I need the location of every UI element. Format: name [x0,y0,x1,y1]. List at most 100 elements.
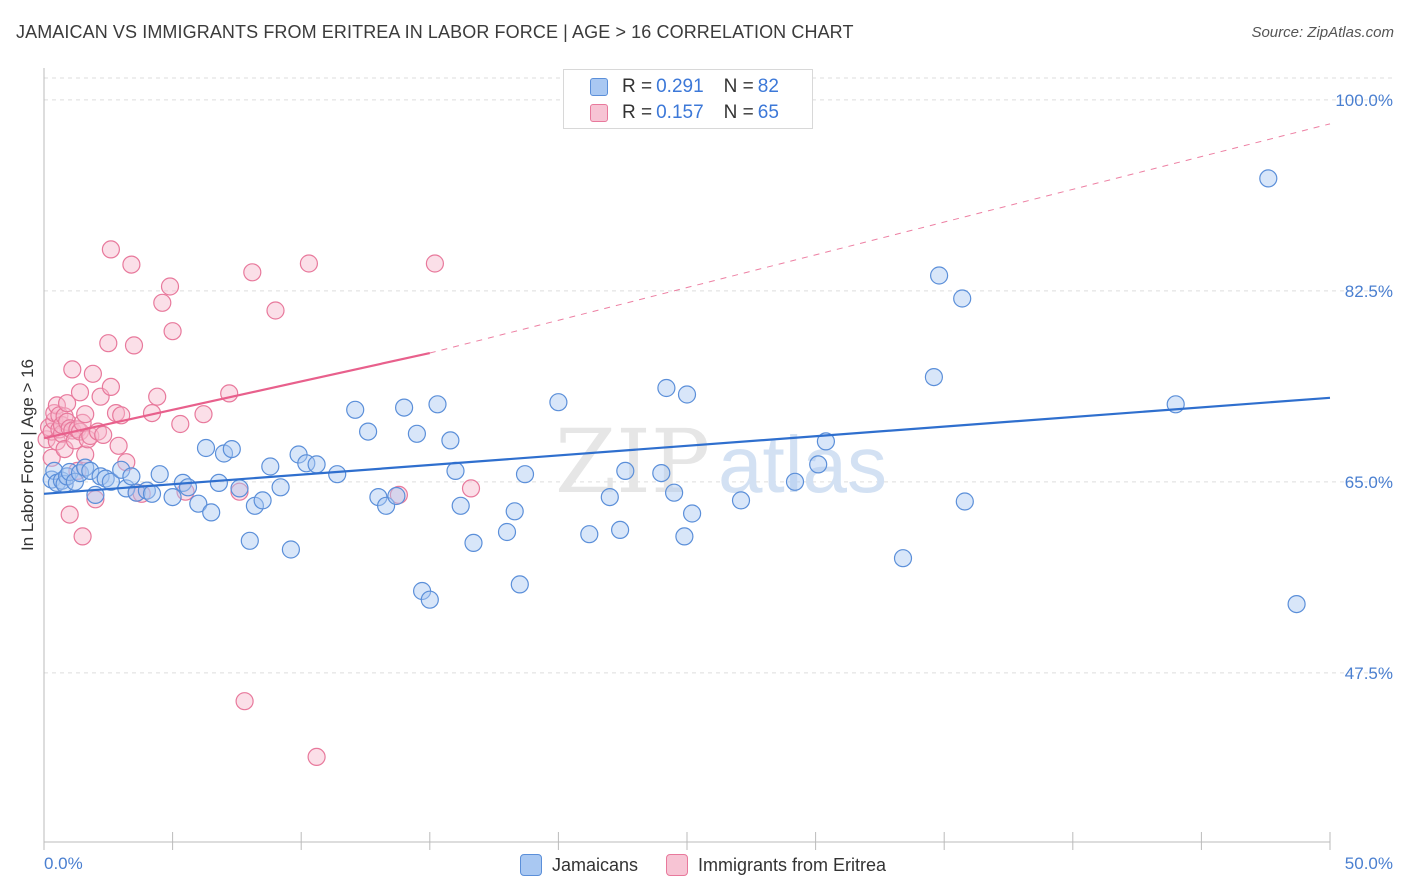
eritrea-point [101,240,121,259]
jamaican-point [785,472,805,491]
watermark-zip: ZIP [555,410,710,513]
jamaican-point [446,461,465,480]
eritrea-point [109,436,128,455]
jamaican-point [464,533,483,553]
eritrea-point [63,360,82,379]
jamaican-point [271,478,290,497]
r-value: 0.157 [656,102,704,123]
eritrea-point [153,293,172,312]
eritrea-point [73,527,92,546]
legend-label: Jamaicans [551,854,638,875]
jamaican-point [955,492,974,511]
jamaican-point [953,289,972,308]
jamaican-point [731,491,751,510]
jamaican-point [281,540,300,559]
jamaican-point [809,455,828,474]
tick-labels: 47.5% 65.0% 82.5% 100.0% 0.0% 50.0% [44,91,1393,873]
jamaican-point [664,483,684,502]
jamaican-point [428,395,447,414]
jamaican-point [65,472,85,491]
jamaican-point [652,464,671,483]
jamaican-point [515,465,535,484]
jamaican-point [816,432,836,451]
jamaican-point [451,496,470,515]
legend-item-eritrea[interactable]: Immigrants from Eritrea [666,854,886,876]
r-label: R = [622,102,653,123]
jamaican-point [209,473,228,492]
jamaican-point [76,458,95,477]
eritrea-point [148,387,167,406]
eritrea-point [94,425,113,444]
jamaican-point [163,488,182,507]
jamaican-point [261,457,280,476]
eritrea-point [194,405,213,424]
eritrea-point [101,377,121,396]
jamaican-point [189,494,208,513]
jamaican-point [675,527,694,546]
eritrea-point [99,334,118,353]
grid-lines [44,77,1392,674]
eritrea-point [76,405,95,424]
jamaican-point [150,465,169,484]
jamaican-point [196,438,216,458]
y-tick-label: 100.0% [1335,91,1393,110]
jamaican-point [112,460,131,479]
source-credit: Source: ZipAtlas.com [1251,24,1394,41]
jamaican-point [497,522,517,542]
jamaican-point [81,461,100,480]
x-tick-label: 0.0% [44,854,83,873]
jamaicans-legend-swatch [519,854,542,876]
jamaican-point [142,484,162,503]
y-tick-label: 47.5% [1345,664,1393,683]
jamaican-point [178,478,198,497]
jamaican-point [657,378,676,398]
eritrea-point [163,322,182,341]
n-label: N = [723,76,754,97]
jamaicans-trend-line [43,396,1331,495]
eritrea-point [83,364,103,383]
jamaican-point [202,503,221,522]
jamaican-point [230,479,249,498]
trend-lines [43,123,1331,495]
jamaican-point [1287,594,1306,614]
watermark: ZIP atlas [555,410,887,513]
jamaican-point [510,575,529,594]
eritrea-swatch [590,104,608,122]
jamaican-point [505,502,524,521]
eritrea-point [243,263,262,282]
jamaican-point [610,520,630,540]
jamaican-point [924,368,944,387]
eritrea-point [70,383,90,402]
y-tick-label: 65.0% [1345,473,1393,492]
n-label: N = [723,102,754,123]
jamaican-point [387,486,406,506]
eritrea-point [425,254,444,273]
eritrea-point [57,394,77,413]
r-label: R = [622,76,653,97]
eritrea-point [160,277,180,296]
jamaican-point [122,467,141,486]
r-value: 0.291 [656,76,704,97]
series-legend: Jamaicans Immigrants from Eritrea [0,852,1406,878]
n-value: 65 [757,102,779,123]
eritrea-trend-line [43,351,431,440]
jamaican-point [600,488,619,507]
eritrea-point [461,479,481,498]
eritrea-point [124,336,144,355]
jamaican-point [240,531,259,550]
jamaican-point [893,549,913,568]
eritrea-point [235,692,254,711]
jamaican-point [253,491,272,510]
jamaican-point [549,393,568,412]
jamaican-point [677,385,697,404]
stats-row-jamaicans: R = 0.291 N = 82 [564,74,779,100]
jamaican-point [307,455,326,474]
eritrea-point [299,254,318,273]
jamaican-point [328,465,347,484]
legend-item-jamaicans[interactable]: Jamaicans [519,854,638,876]
jamaican-point [359,422,378,441]
jamaican-point [682,504,702,523]
jamaicans-swatch [590,78,608,96]
jamaican-point [420,590,439,609]
